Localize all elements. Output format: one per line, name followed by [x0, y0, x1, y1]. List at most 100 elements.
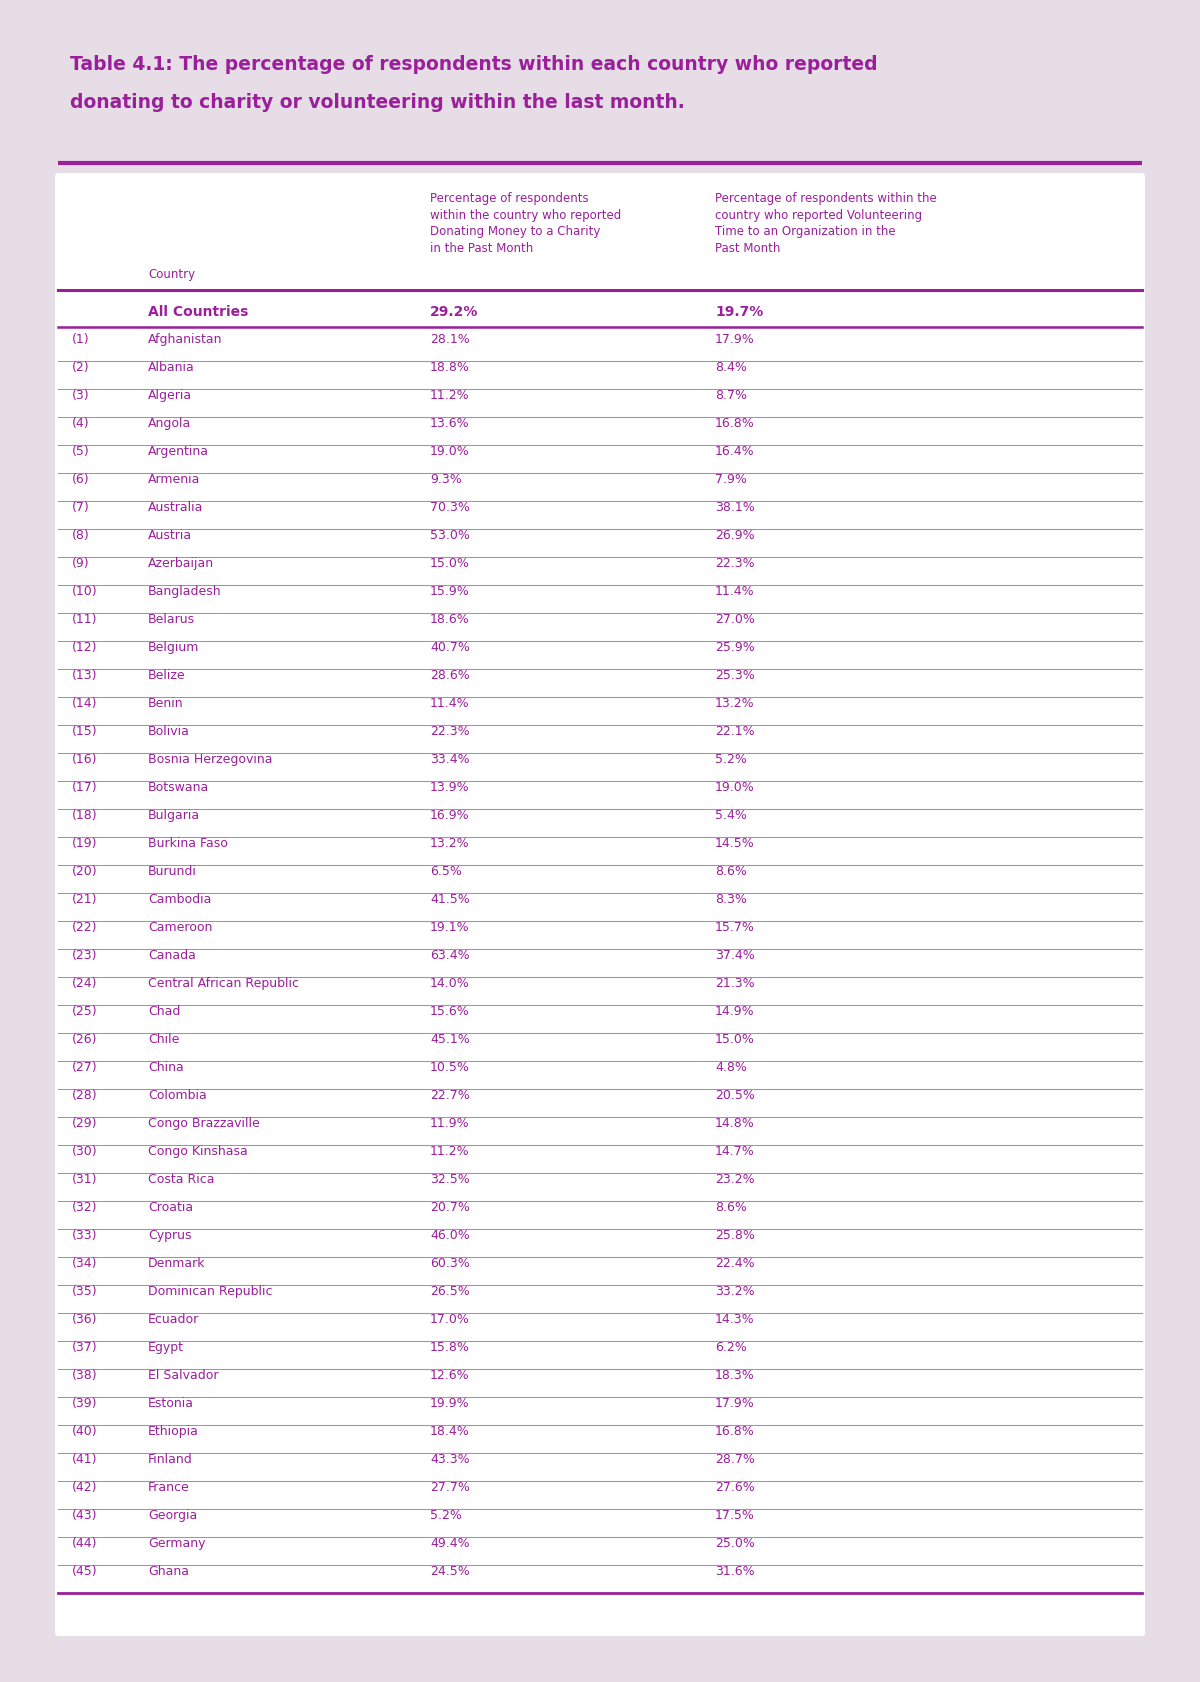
- Text: 20.5%: 20.5%: [715, 1088, 755, 1102]
- Text: (32): (32): [72, 1201, 97, 1214]
- Text: 22.3%: 22.3%: [430, 725, 469, 738]
- Text: 19.7%: 19.7%: [715, 304, 763, 320]
- Text: 27.6%: 27.6%: [715, 1480, 755, 1494]
- Text: (13): (13): [72, 669, 97, 681]
- Text: (9): (9): [72, 557, 90, 570]
- Text: 22.1%: 22.1%: [715, 725, 755, 738]
- Text: (7): (7): [72, 501, 90, 515]
- Text: Angola: Angola: [148, 417, 191, 431]
- Text: 16.4%: 16.4%: [715, 446, 755, 458]
- Text: 33.2%: 33.2%: [715, 1285, 755, 1299]
- Text: All Countries: All Countries: [148, 304, 248, 320]
- Text: Colombia: Colombia: [148, 1088, 206, 1102]
- Text: 43.3%: 43.3%: [430, 1453, 469, 1467]
- Text: 21.3%: 21.3%: [715, 977, 755, 991]
- Text: in the Past Month: in the Past Month: [430, 242, 533, 254]
- Text: Bulgaria: Bulgaria: [148, 809, 200, 822]
- Text: 38.1%: 38.1%: [715, 501, 755, 515]
- Text: (23): (23): [72, 949, 97, 962]
- Text: (44): (44): [72, 1537, 97, 1551]
- Text: Belize: Belize: [148, 669, 186, 681]
- Text: 29.2%: 29.2%: [430, 304, 479, 320]
- Text: 11.2%: 11.2%: [430, 389, 469, 402]
- Text: 14.0%: 14.0%: [430, 977, 469, 991]
- Text: (1): (1): [72, 333, 90, 346]
- Text: Cameroon: Cameroon: [148, 922, 212, 934]
- Text: (24): (24): [72, 977, 97, 991]
- Text: 11.4%: 11.4%: [430, 696, 469, 710]
- Text: 5.4%: 5.4%: [715, 809, 746, 822]
- Text: donating to charity or volunteering within the last month.: donating to charity or volunteering with…: [70, 93, 685, 113]
- Text: Congo Brazzaville: Congo Brazzaville: [148, 1117, 259, 1130]
- Text: 40.7%: 40.7%: [430, 641, 470, 654]
- Text: (31): (31): [72, 1172, 97, 1186]
- Text: (20): (20): [72, 865, 97, 878]
- Text: Ethiopia: Ethiopia: [148, 1425, 199, 1438]
- Text: 9.3%: 9.3%: [430, 473, 462, 486]
- Text: 15.0%: 15.0%: [715, 1033, 755, 1046]
- Text: (17): (17): [72, 780, 97, 794]
- Text: 16.9%: 16.9%: [430, 809, 469, 822]
- Text: 28.6%: 28.6%: [430, 669, 469, 681]
- Text: Percentage of respondents: Percentage of respondents: [430, 192, 589, 205]
- Text: 13.2%: 13.2%: [715, 696, 755, 710]
- Text: Denmark: Denmark: [148, 1256, 205, 1270]
- Text: (2): (2): [72, 362, 90, 373]
- Text: 27.7%: 27.7%: [430, 1480, 470, 1494]
- Text: Country: Country: [148, 267, 196, 281]
- Text: 25.9%: 25.9%: [715, 641, 755, 654]
- Text: Egypt: Egypt: [148, 1341, 184, 1354]
- Text: Estonia: Estonia: [148, 1398, 194, 1410]
- Text: El Salvador: El Salvador: [148, 1369, 218, 1383]
- Text: 31.6%: 31.6%: [715, 1564, 755, 1578]
- Text: 25.3%: 25.3%: [715, 669, 755, 681]
- Text: 32.5%: 32.5%: [430, 1172, 469, 1186]
- Text: 63.4%: 63.4%: [430, 949, 469, 962]
- Text: (14): (14): [72, 696, 97, 710]
- Text: Azerbaijan: Azerbaijan: [148, 557, 214, 570]
- Text: 17.5%: 17.5%: [715, 1509, 755, 1522]
- Text: 28.1%: 28.1%: [430, 333, 469, 346]
- Text: 8.7%: 8.7%: [715, 389, 746, 402]
- Text: 20.7%: 20.7%: [430, 1201, 470, 1214]
- Text: Congo Kinshasa: Congo Kinshasa: [148, 1145, 247, 1157]
- Text: 15.0%: 15.0%: [430, 557, 470, 570]
- Text: 24.5%: 24.5%: [430, 1564, 469, 1578]
- Text: 23.2%: 23.2%: [715, 1172, 755, 1186]
- Text: 19.0%: 19.0%: [430, 446, 469, 458]
- Text: 14.9%: 14.9%: [715, 1006, 755, 1018]
- Text: 70.3%: 70.3%: [430, 501, 470, 515]
- Text: 10.5%: 10.5%: [430, 1061, 470, 1075]
- Text: 28.7%: 28.7%: [715, 1453, 755, 1467]
- Text: 11.2%: 11.2%: [430, 1145, 469, 1157]
- Text: Finland: Finland: [148, 1453, 193, 1467]
- Text: 33.4%: 33.4%: [430, 754, 469, 765]
- Text: Burundi: Burundi: [148, 865, 197, 878]
- Text: (12): (12): [72, 641, 97, 654]
- Text: 26.9%: 26.9%: [715, 530, 755, 542]
- Text: Percentage of respondents within the: Percentage of respondents within the: [715, 192, 937, 205]
- Text: (8): (8): [72, 530, 90, 542]
- Text: 22.4%: 22.4%: [715, 1256, 755, 1270]
- Text: Georgia: Georgia: [148, 1509, 197, 1522]
- Text: Bangladesh: Bangladesh: [148, 585, 222, 599]
- Text: (29): (29): [72, 1117, 97, 1130]
- Text: 49.4%: 49.4%: [430, 1537, 469, 1551]
- Text: 18.3%: 18.3%: [715, 1369, 755, 1383]
- Text: country who reported Volunteering: country who reported Volunteering: [715, 209, 922, 222]
- Text: (37): (37): [72, 1341, 97, 1354]
- Text: (19): (19): [72, 838, 97, 849]
- Text: 14.5%: 14.5%: [715, 838, 755, 849]
- Text: (15): (15): [72, 725, 97, 738]
- Text: 46.0%: 46.0%: [430, 1230, 469, 1241]
- Text: Argentina: Argentina: [148, 446, 209, 458]
- Text: 18.4%: 18.4%: [430, 1425, 469, 1438]
- Text: 19.0%: 19.0%: [715, 780, 755, 794]
- Text: 14.3%: 14.3%: [715, 1314, 755, 1325]
- Text: 16.8%: 16.8%: [715, 417, 755, 431]
- Text: Donating Money to a Charity: Donating Money to a Charity: [430, 225, 600, 237]
- Text: Austria: Austria: [148, 530, 192, 542]
- Text: 53.0%: 53.0%: [430, 530, 470, 542]
- Text: 13.9%: 13.9%: [430, 780, 469, 794]
- Text: (10): (10): [72, 585, 97, 599]
